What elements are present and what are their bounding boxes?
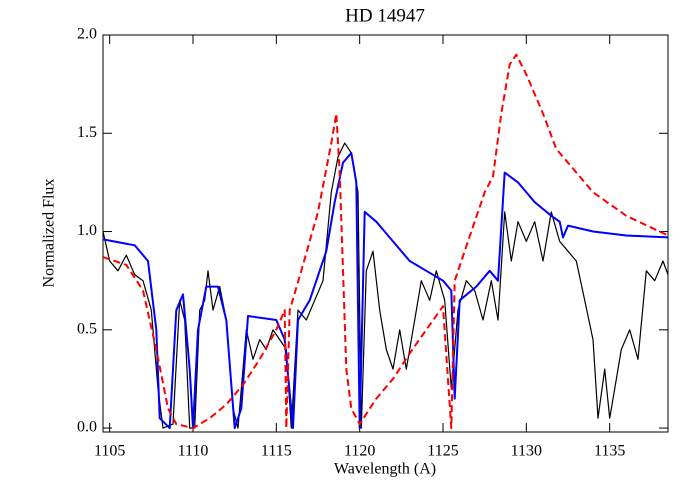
y-tick-label: 1.5 xyxy=(77,124,97,141)
y-tick-label: 0.0 xyxy=(77,419,97,436)
y-axis-label: Normalized Flux xyxy=(41,179,58,288)
chart-title: HD 14947 xyxy=(345,5,425,26)
x-tick-label: 1115 xyxy=(261,443,292,460)
x-tick-label: 1135 xyxy=(594,443,625,460)
x-tick-label: 1130 xyxy=(511,443,542,460)
y-tick-label: 0.5 xyxy=(77,320,97,337)
x-tick-label: 1120 xyxy=(344,443,375,460)
y-tick-label: 1.0 xyxy=(77,222,97,239)
x-tick-label: 1125 xyxy=(427,443,458,460)
x-tick-label: 1110 xyxy=(178,443,209,460)
x-axis-label: Wavelength (A) xyxy=(334,461,436,478)
x-tick-label: 1105 xyxy=(94,443,125,460)
series-line xyxy=(103,151,668,430)
y-tick-label: 2.0 xyxy=(77,26,97,43)
series-line xyxy=(103,53,668,430)
series-line xyxy=(103,142,668,429)
